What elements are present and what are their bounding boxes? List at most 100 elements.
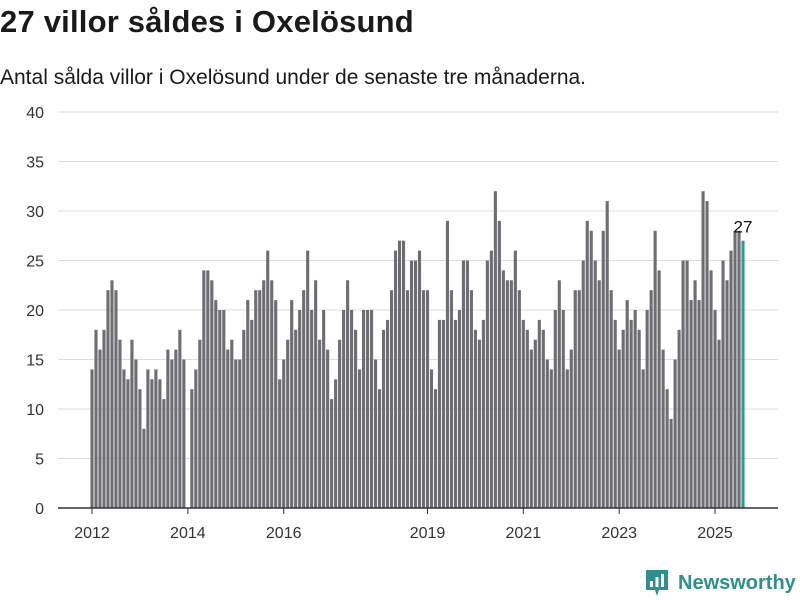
bar — [346, 280, 350, 508]
bar — [106, 290, 110, 508]
bar — [110, 280, 114, 508]
bar — [705, 201, 709, 508]
bar — [657, 270, 661, 508]
bar — [266, 250, 270, 508]
bar — [577, 290, 581, 508]
x-tick-label: 2012 — [74, 525, 110, 540]
bar — [609, 290, 613, 508]
bar — [254, 290, 258, 508]
bar — [138, 389, 142, 508]
bar — [114, 290, 118, 508]
bar — [501, 270, 505, 508]
bar — [282, 359, 286, 508]
y-tick-label: 0 — [35, 501, 44, 518]
bar — [513, 250, 517, 508]
bar — [529, 349, 533, 508]
bar — [649, 290, 653, 508]
bar — [733, 230, 737, 509]
bar — [737, 230, 741, 509]
bar — [633, 310, 637, 508]
bar — [122, 369, 126, 508]
bar — [362, 310, 366, 508]
bar — [417, 250, 422, 508]
bar — [274, 300, 278, 508]
x-tick-label: 2019 — [410, 525, 446, 540]
bar — [378, 389, 382, 508]
bar — [290, 300, 294, 508]
brand-logo: Newsworthy — [644, 568, 796, 598]
bar — [437, 319, 442, 508]
chart-subtitle: Antal sålda villor i Oxelösund under de … — [0, 66, 587, 89]
bar — [421, 290, 426, 508]
bar — [461, 260, 465, 508]
bar — [533, 339, 537, 508]
y-tick-label: 20 — [26, 303, 44, 320]
bar — [725, 280, 729, 508]
bar — [597, 280, 601, 508]
bar — [677, 329, 681, 508]
bar — [473, 329, 477, 508]
bar — [242, 329, 246, 508]
x-tick-label: 2025 — [697, 525, 733, 540]
bar — [298, 310, 302, 508]
y-tick-label: 15 — [26, 353, 44, 370]
bar — [613, 319, 617, 508]
bar — [701, 191, 705, 508]
bar — [194, 369, 198, 508]
bar — [393, 250, 398, 508]
bar — [653, 230, 657, 509]
bar — [350, 310, 354, 508]
bar — [142, 428, 146, 508]
bar — [210, 280, 214, 508]
y-tick-label: 40 — [26, 105, 44, 122]
bar — [425, 290, 430, 508]
bar — [661, 349, 665, 508]
bar — [493, 191, 497, 508]
bar — [302, 290, 306, 508]
bar — [146, 369, 150, 508]
bar — [453, 319, 457, 508]
bar — [246, 300, 250, 508]
bar — [625, 300, 629, 508]
newsworthy-logo-icon — [646, 570, 668, 596]
x-tick-label: 2021 — [506, 525, 542, 540]
bar — [154, 369, 158, 508]
bar — [354, 329, 358, 508]
x-tick-label: 2014 — [170, 525, 206, 540]
bar — [278, 379, 282, 508]
bar — [130, 339, 134, 508]
bar — [270, 280, 274, 508]
bar — [294, 329, 298, 508]
bar — [94, 329, 98, 508]
bar — [322, 310, 326, 508]
bar — [318, 339, 322, 508]
bar — [713, 310, 717, 508]
bar — [98, 349, 102, 508]
bar — [150, 379, 154, 508]
bar — [358, 369, 362, 508]
bar — [381, 329, 386, 508]
bar — [589, 230, 593, 509]
bar — [593, 260, 597, 508]
bar — [389, 290, 394, 508]
bar — [338, 339, 342, 508]
highlight-bar — [741, 240, 745, 508]
chart-title: 27 villor såldes i Oxelösund — [0, 4, 414, 39]
bar — [366, 310, 370, 508]
bar — [469, 290, 473, 508]
bar — [214, 300, 218, 508]
bar — [525, 329, 529, 508]
bar — [569, 349, 573, 508]
bar — [573, 290, 577, 508]
bar — [585, 220, 589, 508]
bar — [158, 379, 162, 508]
bar — [489, 250, 493, 508]
bar — [118, 339, 122, 508]
bar — [370, 310, 374, 508]
bar — [565, 369, 569, 508]
bar — [126, 379, 130, 508]
highlight-value-label: 27 — [734, 218, 753, 237]
bar — [729, 250, 733, 508]
bar — [561, 310, 565, 508]
